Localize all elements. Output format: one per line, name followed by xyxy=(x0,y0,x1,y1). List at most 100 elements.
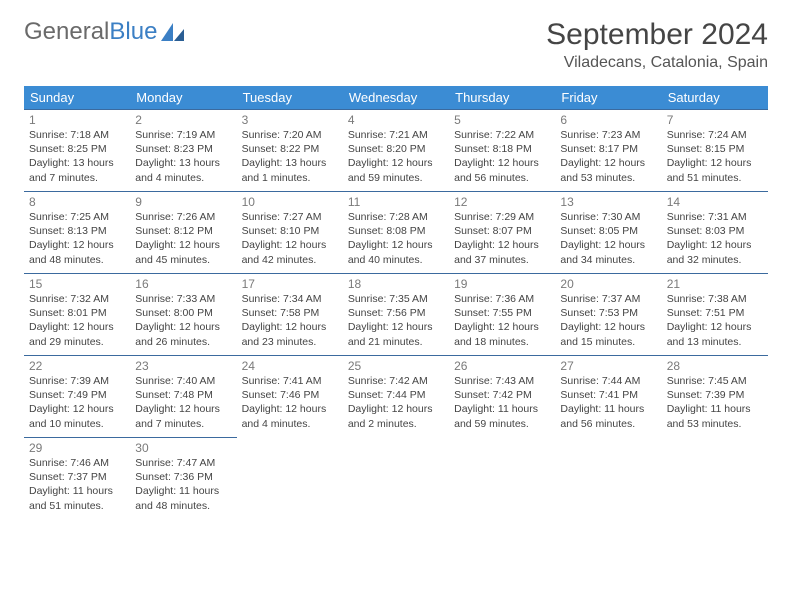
calendar-day-cell xyxy=(343,438,449,520)
calendar-day-cell: 28Sunrise: 7:45 AMSunset: 7:39 PMDayligh… xyxy=(662,356,768,438)
day-number: 13 xyxy=(560,195,656,209)
day-details: Sunrise: 7:25 AMSunset: 8:13 PMDaylight:… xyxy=(29,210,125,267)
calendar-day-cell: 2Sunrise: 7:19 AMSunset: 8:23 PMDaylight… xyxy=(130,110,236,192)
calendar-day-cell: 5Sunrise: 7:22 AMSunset: 8:18 PMDaylight… xyxy=(449,110,555,192)
day-number: 15 xyxy=(29,277,125,291)
month-title: September 2024 xyxy=(546,18,768,52)
day-details: Sunrise: 7:37 AMSunset: 7:53 PMDaylight:… xyxy=(560,292,656,349)
calendar-day-cell: 30Sunrise: 7:47 AMSunset: 7:36 PMDayligh… xyxy=(130,438,236,520)
day-details: Sunrise: 7:43 AMSunset: 7:42 PMDaylight:… xyxy=(454,374,550,431)
day-number: 12 xyxy=(454,195,550,209)
day-number: 19 xyxy=(454,277,550,291)
day-details: Sunrise: 7:23 AMSunset: 8:17 PMDaylight:… xyxy=(560,128,656,185)
day-details: Sunrise: 7:35 AMSunset: 7:56 PMDaylight:… xyxy=(348,292,444,349)
day-details: Sunrise: 7:19 AMSunset: 8:23 PMDaylight:… xyxy=(135,128,231,185)
day-number: 16 xyxy=(135,277,231,291)
day-header: Sunday xyxy=(24,86,130,110)
calendar-day-cell xyxy=(237,438,343,520)
calendar-day-cell xyxy=(449,438,555,520)
day-details: Sunrise: 7:29 AMSunset: 8:07 PMDaylight:… xyxy=(454,210,550,267)
day-details: Sunrise: 7:24 AMSunset: 8:15 PMDaylight:… xyxy=(667,128,763,185)
day-details: Sunrise: 7:32 AMSunset: 8:01 PMDaylight:… xyxy=(29,292,125,349)
calendar-week-row: 8Sunrise: 7:25 AMSunset: 8:13 PMDaylight… xyxy=(24,192,768,274)
calendar-day-cell: 25Sunrise: 7:42 AMSunset: 7:44 PMDayligh… xyxy=(343,356,449,438)
day-number: 23 xyxy=(135,359,231,373)
day-details: Sunrise: 7:26 AMSunset: 8:12 PMDaylight:… xyxy=(135,210,231,267)
day-details: Sunrise: 7:28 AMSunset: 8:08 PMDaylight:… xyxy=(348,210,444,267)
calendar-day-cell: 12Sunrise: 7:29 AMSunset: 8:07 PMDayligh… xyxy=(449,192,555,274)
calendar-day-cell: 24Sunrise: 7:41 AMSunset: 7:46 PMDayligh… xyxy=(237,356,343,438)
day-number: 28 xyxy=(667,359,763,373)
day-number: 3 xyxy=(242,113,338,127)
day-details: Sunrise: 7:31 AMSunset: 8:03 PMDaylight:… xyxy=(667,210,763,267)
header: GeneralBlue September 2024 Viladecans, C… xyxy=(24,18,768,72)
calendar-week-row: 1Sunrise: 7:18 AMSunset: 8:25 PMDaylight… xyxy=(24,110,768,192)
day-number: 25 xyxy=(348,359,444,373)
calendar-day-cell: 26Sunrise: 7:43 AMSunset: 7:42 PMDayligh… xyxy=(449,356,555,438)
day-details: Sunrise: 7:40 AMSunset: 7:48 PMDaylight:… xyxy=(135,374,231,431)
day-details: Sunrise: 7:38 AMSunset: 7:51 PMDaylight:… xyxy=(667,292,763,349)
day-number: 18 xyxy=(348,277,444,291)
calendar-day-cell: 9Sunrise: 7:26 AMSunset: 8:12 PMDaylight… xyxy=(130,192,236,274)
day-number: 9 xyxy=(135,195,231,209)
calendar-day-cell xyxy=(555,438,661,520)
calendar-day-cell: 18Sunrise: 7:35 AMSunset: 7:56 PMDayligh… xyxy=(343,274,449,356)
calendar-day-cell: 7Sunrise: 7:24 AMSunset: 8:15 PMDaylight… xyxy=(662,110,768,192)
calendar-day-cell: 15Sunrise: 7:32 AMSunset: 8:01 PMDayligh… xyxy=(24,274,130,356)
day-details: Sunrise: 7:47 AMSunset: 7:36 PMDaylight:… xyxy=(135,456,231,513)
day-number: 11 xyxy=(348,195,444,209)
day-details: Sunrise: 7:21 AMSunset: 8:20 PMDaylight:… xyxy=(348,128,444,185)
calendar-day-cell: 19Sunrise: 7:36 AMSunset: 7:55 PMDayligh… xyxy=(449,274,555,356)
calendar-day-cell: 13Sunrise: 7:30 AMSunset: 8:05 PMDayligh… xyxy=(555,192,661,274)
day-number: 1 xyxy=(29,113,125,127)
calendar-day-cell: 21Sunrise: 7:38 AMSunset: 7:51 PMDayligh… xyxy=(662,274,768,356)
calendar-day-cell: 14Sunrise: 7:31 AMSunset: 8:03 PMDayligh… xyxy=(662,192,768,274)
day-header-row: Sunday Monday Tuesday Wednesday Thursday… xyxy=(24,86,768,110)
day-number: 17 xyxy=(242,277,338,291)
calendar-week-row: 29Sunrise: 7:46 AMSunset: 7:37 PMDayligh… xyxy=(24,438,768,520)
day-details: Sunrise: 7:36 AMSunset: 7:55 PMDaylight:… xyxy=(454,292,550,349)
day-details: Sunrise: 7:33 AMSunset: 8:00 PMDaylight:… xyxy=(135,292,231,349)
day-details: Sunrise: 7:20 AMSunset: 8:22 PMDaylight:… xyxy=(242,128,338,185)
calendar-day-cell: 10Sunrise: 7:27 AMSunset: 8:10 PMDayligh… xyxy=(237,192,343,274)
calendar-day-cell: 29Sunrise: 7:46 AMSunset: 7:37 PMDayligh… xyxy=(24,438,130,520)
day-header: Tuesday xyxy=(237,86,343,110)
logo: GeneralBlue xyxy=(24,18,186,46)
day-header: Wednesday xyxy=(343,86,449,110)
logo-sail-icon xyxy=(160,22,186,42)
calendar-day-cell: 22Sunrise: 7:39 AMSunset: 7:49 PMDayligh… xyxy=(24,356,130,438)
calendar-day-cell: 8Sunrise: 7:25 AMSunset: 8:13 PMDaylight… xyxy=(24,192,130,274)
calendar-day-cell: 27Sunrise: 7:44 AMSunset: 7:41 PMDayligh… xyxy=(555,356,661,438)
calendar-table: Sunday Monday Tuesday Wednesday Thursday… xyxy=(24,86,768,520)
calendar-day-cell: 6Sunrise: 7:23 AMSunset: 8:17 PMDaylight… xyxy=(555,110,661,192)
calendar-week-row: 15Sunrise: 7:32 AMSunset: 8:01 PMDayligh… xyxy=(24,274,768,356)
logo-text-blue: Blue xyxy=(109,18,157,46)
calendar-week-row: 22Sunrise: 7:39 AMSunset: 7:49 PMDayligh… xyxy=(24,356,768,438)
day-details: Sunrise: 7:44 AMSunset: 7:41 PMDaylight:… xyxy=(560,374,656,431)
calendar-day-cell: 11Sunrise: 7:28 AMSunset: 8:08 PMDayligh… xyxy=(343,192,449,274)
day-header: Monday xyxy=(130,86,236,110)
calendar-day-cell: 17Sunrise: 7:34 AMSunset: 7:58 PMDayligh… xyxy=(237,274,343,356)
calendar-day-cell xyxy=(662,438,768,520)
logo-text-general: General xyxy=(24,18,109,46)
day-details: Sunrise: 7:22 AMSunset: 8:18 PMDaylight:… xyxy=(454,128,550,185)
calendar-day-cell: 1Sunrise: 7:18 AMSunset: 8:25 PMDaylight… xyxy=(24,110,130,192)
day-header: Thursday xyxy=(449,86,555,110)
day-details: Sunrise: 7:34 AMSunset: 7:58 PMDaylight:… xyxy=(242,292,338,349)
day-details: Sunrise: 7:46 AMSunset: 7:37 PMDaylight:… xyxy=(29,456,125,513)
day-number: 22 xyxy=(29,359,125,373)
day-details: Sunrise: 7:30 AMSunset: 8:05 PMDaylight:… xyxy=(560,210,656,267)
day-details: Sunrise: 7:39 AMSunset: 7:49 PMDaylight:… xyxy=(29,374,125,431)
day-number: 26 xyxy=(454,359,550,373)
day-number: 8 xyxy=(29,195,125,209)
day-number: 5 xyxy=(454,113,550,127)
calendar-day-cell: 4Sunrise: 7:21 AMSunset: 8:20 PMDaylight… xyxy=(343,110,449,192)
day-details: Sunrise: 7:42 AMSunset: 7:44 PMDaylight:… xyxy=(348,374,444,431)
day-header: Saturday xyxy=(662,86,768,110)
day-number: 20 xyxy=(560,277,656,291)
day-number: 30 xyxy=(135,441,231,455)
day-number: 6 xyxy=(560,113,656,127)
title-block: September 2024 Viladecans, Catalonia, Sp… xyxy=(546,18,768,72)
day-number: 21 xyxy=(667,277,763,291)
day-header: Friday xyxy=(555,86,661,110)
